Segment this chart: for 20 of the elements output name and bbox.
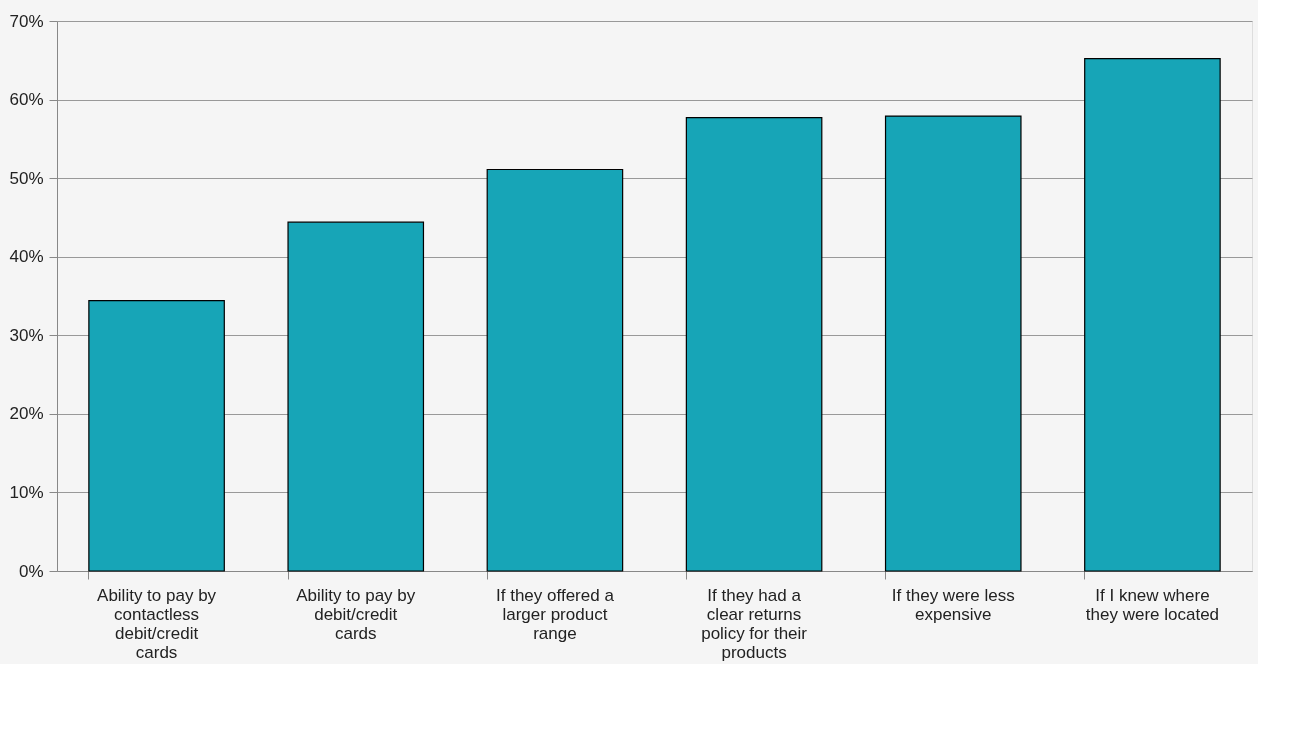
bar xyxy=(88,300,225,572)
bar xyxy=(486,168,624,572)
x-tick-label: If I knew where they were located xyxy=(1085,585,1220,624)
y-tick-label: 40% xyxy=(9,247,44,267)
bar xyxy=(884,115,1022,572)
x-tick-label: If they were less expensive xyxy=(891,585,1015,624)
y-tick-label: 70% xyxy=(9,11,44,31)
y-tick-label: 0% xyxy=(18,561,44,581)
bar xyxy=(287,221,425,572)
x-tick-label: Ability to pay by contactless debit/credit cards xyxy=(97,585,217,662)
y-tick-label: 20% xyxy=(9,404,44,424)
x-tick-label: If they offered a larger product range xyxy=(496,585,615,643)
bar xyxy=(1084,58,1221,572)
x-tick-label: If they had a clear returns policy for their products xyxy=(701,585,808,662)
x-tick-label: Ability to pay by debit/credit cards xyxy=(296,585,416,643)
y-tick-label: 10% xyxy=(9,482,44,502)
bar xyxy=(685,117,823,572)
y-tick-label: 30% xyxy=(9,325,44,345)
y-tick-label: 60% xyxy=(9,90,44,110)
y-tick-label: 50% xyxy=(9,168,44,188)
